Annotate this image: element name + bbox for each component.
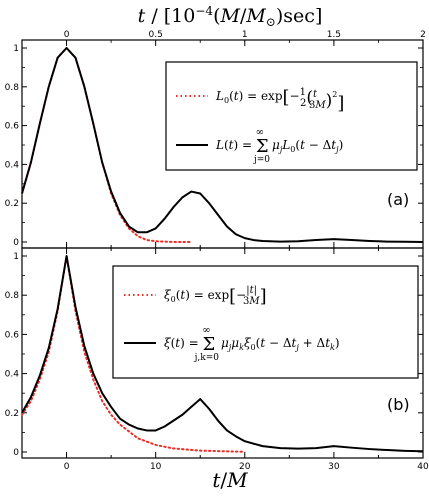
y-tick-label: 0.8: [5, 83, 20, 93]
x-tick-label: 20: [239, 462, 251, 472]
legend-b-entry-2: ξ(t) = Σ∞ j,k=0μjμkξ0(t − Δtj + Δtk): [164, 325, 340, 363]
y-tick-label: 0.6: [5, 330, 20, 340]
y-tick-label: 0: [13, 238, 19, 248]
y-tick-label: 0.2: [5, 199, 19, 209]
y-tick-label: 0.4: [5, 370, 20, 380]
y-tick-label: 1: [13, 44, 19, 54]
top-tick-label: 1: [242, 30, 248, 40]
top-tick-label: 0.5: [149, 30, 163, 40]
y-tick-label: 1: [13, 252, 19, 262]
solid-curve-a: [21, 47, 424, 243]
y-tick-label: 0.4: [5, 160, 20, 170]
panel-label-a: (a): [387, 190, 409, 209]
legend-b-entry-1: ξ0(t) = exp[−|t| 3M]: [164, 285, 267, 307]
legend-a-entry-2: L(t) = Σ∞ j=0μjL0(t − Δtj): [215, 127, 343, 165]
y-tick-label: 0.8: [5, 291, 20, 301]
x-tick-label: 30: [328, 462, 340, 472]
top-tick-label: 0: [64, 30, 70, 40]
legend-a: L0(t) = exp[−1 2(t 3M)2] L(t) = Σ∞ j=0μjL0(…: [165, 61, 418, 171]
dotted-curve-b: [21, 255, 246, 453]
top-axis-title: t / [10−4(M/M⊙)sec]: [138, 4, 323, 29]
y-tick-label: 0.6: [5, 122, 20, 132]
legend-b: ξ0(t) = exp[−|t| 3M] ξ(t) = Σ∞ j,k=0μjμkξ0…: [112, 265, 419, 379]
y-tick-label: 0: [13, 448, 19, 458]
legend-a-entry-1: L0(t) = exp[−1 2(t 3M)2]: [215, 87, 344, 114]
plot-frame-b: [21, 247, 424, 459]
x-tick-label: 40: [417, 462, 429, 472]
panel-b: 00.20.40.60.810 10 20 30 40: [5, 247, 429, 472]
x-axis-title: t/M: [212, 468, 248, 492]
top-tick-label: 2: [420, 30, 426, 40]
panel-label-b: (b): [387, 395, 410, 414]
x-tick-label: 0: [64, 462, 70, 472]
solid-curve-b: [21, 255, 424, 453]
y-tick-label: 0.2: [5, 409, 19, 419]
x-tick-label: 10: [150, 462, 162, 472]
top-tick-label: 1.5: [327, 30, 341, 40]
